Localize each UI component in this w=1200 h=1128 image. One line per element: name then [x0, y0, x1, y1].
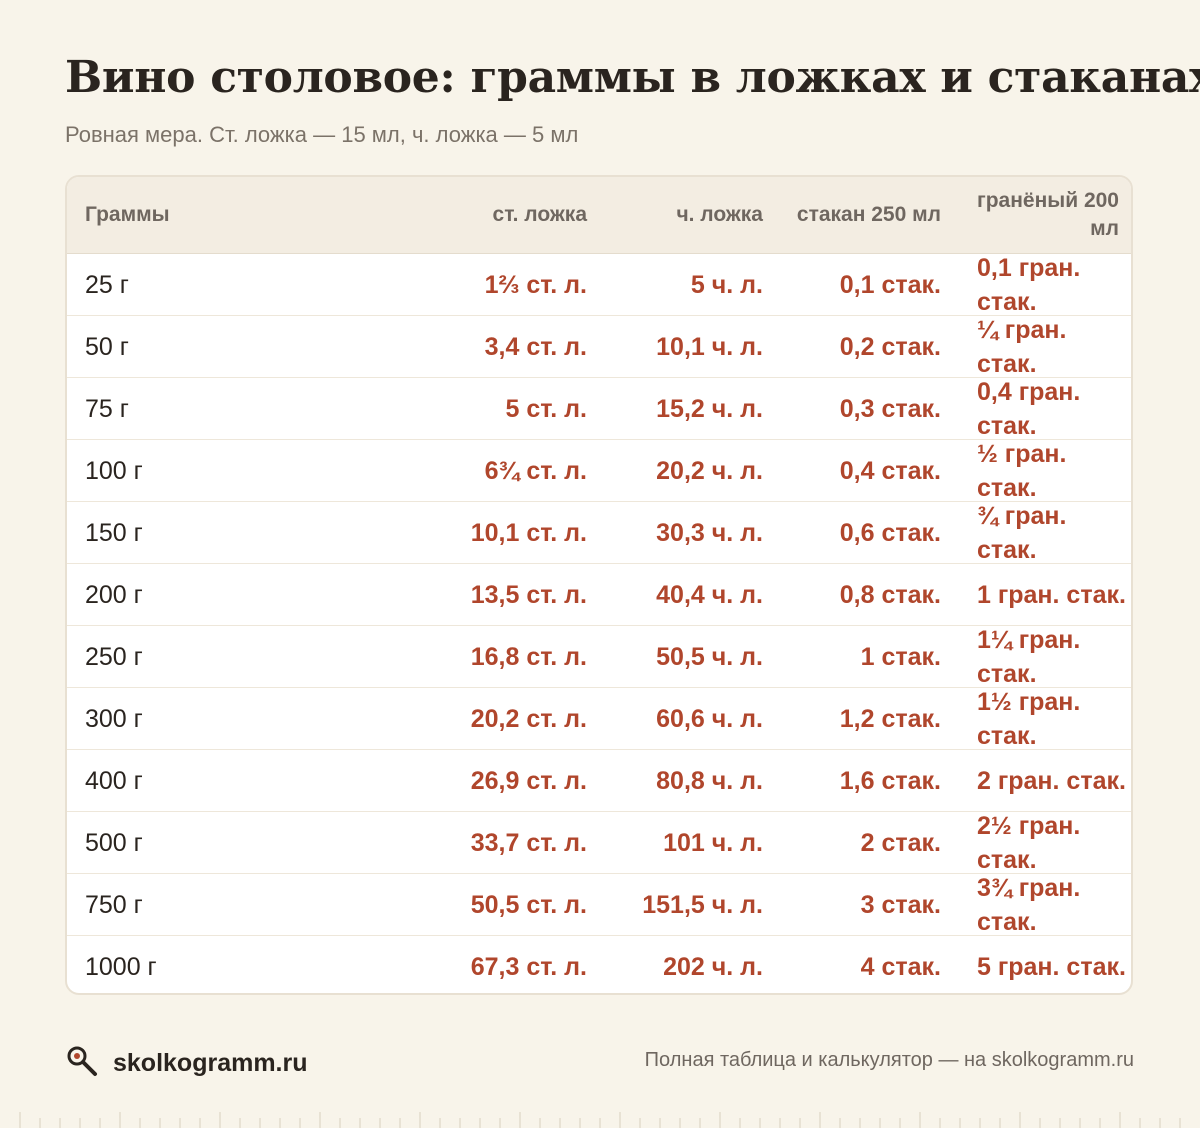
cell-teaspoon: 30,3 ч. л. [656, 518, 763, 547]
conversion-table: Граммы ст. ложка ч. ложка стакан 250 мл … [65, 175, 1133, 995]
table-row: 75 г 5 ст. л. 15,2 ч. л. 0,3 стак. 0,4 гран.… [67, 378, 1131, 440]
cell-teaspoon: 50,5 ч. л. [656, 642, 763, 671]
cell-faceted-glass-200: 0,4 гран. стак. [977, 377, 1081, 440]
cell-faceted-glass-200: 1 гран. стак. [977, 580, 1126, 609]
cell-teaspoon: 40,4 ч. л. [656, 580, 763, 609]
cell-tablespoon: 50,5 ст. л. [470, 890, 587, 919]
cell-faceted-glass-200: 5 гран. стак. [977, 952, 1126, 981]
cell-grams: 400 г [85, 766, 143, 795]
table-row: 400 г 26,9 ст. л. 80,8 ч. л. 1,6 стак. 2 гра… [67, 750, 1131, 812]
cell-tablespoon: 1⅔ ст. л. [484, 270, 587, 299]
table-row: 750 г 50,5 ст. л. 151,5 ч. л. 3 стак. 3¾ гра… [67, 874, 1131, 936]
cell-teaspoon: 10,1 ч. л. [656, 332, 763, 361]
table-row: 150 г 10,1 ст. л. 30,3 ч. л. 0,6 стак. ¾ гра… [67, 502, 1131, 564]
cell-faceted-glass-200: ½ гран. стак. [977, 439, 1067, 502]
cell-glass-250: 0,6 стак. [839, 518, 941, 547]
cell-grams: 250 г [85, 642, 143, 671]
cell-grams: 50 г [85, 332, 129, 361]
cell-faceted-glass-200: 3¾ гран. стак. [977, 873, 1081, 936]
header-grams: Граммы [85, 203, 170, 226]
cell-tablespoon: 67,3 ст. л. [470, 952, 587, 981]
cell-tablespoon: 13,5 ст. л. [470, 580, 587, 609]
cell-tablespoon: 10,1 ст. л. [470, 518, 587, 547]
cell-faceted-glass-200: 1¼ гран. стак. [977, 625, 1081, 688]
table-row: 200 г 13,5 ст. л. 40,4 ч. л. 0,8 стак. 1 гра… [67, 564, 1131, 626]
table-body: 25 г 1⅔ ст. л. 5 ч. л. 0,1 стак. 0,1 гран. с… [67, 254, 1131, 993]
cell-grams: 750 г [85, 890, 143, 919]
table-row: 100 г 6¾ ст. л. 20,2 ч. л. 0,4 стак. ½ гран.… [67, 440, 1131, 502]
header-teaspoon: ч. ложка [676, 203, 763, 226]
cell-glass-250: 0,1 стак. [839, 270, 941, 299]
cell-teaspoon: 151,5 ч. л. [642, 890, 763, 919]
table-row: 25 г 1⅔ ст. л. 5 ч. л. 0,1 стак. 0,1 гран. с… [67, 254, 1131, 316]
header-tablespoon: ст. ложка [492, 203, 587, 226]
cell-glass-250: 0,2 стак. [839, 332, 941, 361]
table-header: Граммы ст. ложка ч. ложка стакан 250 мл … [67, 177, 1131, 254]
cell-teaspoon: 60,6 ч. л. [656, 704, 763, 733]
table-row: 300 г 20,2 ст. л. 60,6 ч. л. 1,2 стак. 1½ гр… [67, 688, 1131, 750]
ruler-decoration [19, 1112, 1181, 1128]
cell-grams: 200 г [85, 580, 143, 609]
table-row: 500 г 33,7 ст. л. 101 ч. л. 2 стак. 2½ гран.… [67, 812, 1131, 874]
cell-teaspoon: 20,2 ч. л. [656, 456, 763, 485]
cell-grams: 75 г [85, 394, 129, 423]
cell-glass-250: 0,8 стак. [839, 580, 941, 609]
cell-glass-250: 1,2 стак. [839, 704, 941, 733]
cell-faceted-glass-200: 1½ гран. стак. [977, 687, 1081, 750]
cell-faceted-glass-200: ¼ гран. стак. [977, 315, 1067, 378]
cell-teaspoon: 15,2 ч. л. [656, 394, 763, 423]
cell-tablespoon: 16,8 ст. л. [470, 642, 587, 671]
cell-teaspoon: 202 ч. л. [663, 952, 763, 981]
cell-glass-250: 0,3 стак. [839, 394, 941, 423]
cell-glass-250: 1,6 стак. [839, 766, 941, 795]
cell-teaspoon: 101 ч. л. [663, 828, 763, 857]
cell-grams: 1000 г [85, 952, 157, 981]
footer-note: Полная таблица и калькулятор — на skolko… [644, 1049, 1134, 1071]
header-glass-250: стакан 250 мл [796, 203, 941, 226]
cell-faceted-glass-200: 2 гран. стак. [977, 766, 1126, 795]
table-row: 1000 г 67,3 ст. л. 202 ч. л. 4 стак. 5 гран.… [67, 936, 1131, 993]
cell-tablespoon: 6¾ ст. л. [484, 456, 587, 485]
table-row: 50 г 3,4 ст. л. 10,1 ч. л. 0,2 стак. ¼ гран.… [67, 316, 1131, 378]
page-subtitle: Ровная мера. Ст. ложка — 15 мл, ч. ложка… [65, 122, 579, 147]
footer-brand: skolkogramm.ru [65, 1044, 308, 1083]
cell-faceted-glass-200: ¾ гран. стак. [977, 501, 1067, 564]
cell-tablespoon: 33,7 ст. л. [470, 828, 587, 857]
cell-teaspoon: 80,8 ч. л. [656, 766, 763, 795]
cell-tablespoon: 5 ст. л. [505, 394, 587, 423]
cell-faceted-glass-200: 0,1 гран. стак. [977, 253, 1081, 316]
header-faceted-glass-200: гранёный 200 мл [976, 189, 1119, 240]
table-row: 250 г 16,8 ст. л. 50,5 ч. л. 1 стак. 1¼ гран… [67, 626, 1131, 688]
cell-glass-250: 3 стак. [860, 890, 941, 919]
cell-glass-250: 0,4 стак. [839, 456, 941, 485]
cell-tablespoon: 3,4 ст. л. [484, 332, 587, 361]
cell-tablespoon: 26,9 ст. л. [470, 766, 587, 795]
cell-glass-250: 2 стак. [860, 828, 941, 857]
cell-faceted-glass-200: 2½ гран. стак. [977, 811, 1081, 874]
cell-glass-250: 1 стак. [860, 642, 941, 671]
cell-glass-250: 4 стак. [860, 952, 941, 981]
cell-grams: 100 г [85, 456, 143, 485]
cell-grams: 25 г [85, 270, 129, 299]
page-title: Вино столовое: граммы в ложках и стакана… [65, 52, 1200, 103]
cell-tablespoon: 20,2 ст. л. [470, 704, 587, 733]
cell-grams: 500 г [85, 828, 143, 857]
magnifier-icon [65, 1044, 99, 1083]
cell-teaspoon: 5 ч. л. [690, 270, 763, 299]
cell-grams: 150 г [85, 518, 143, 547]
cell-grams: 300 г [85, 704, 143, 733]
brand-name[interactable]: skolkogramm.ru [113, 1049, 308, 1077]
